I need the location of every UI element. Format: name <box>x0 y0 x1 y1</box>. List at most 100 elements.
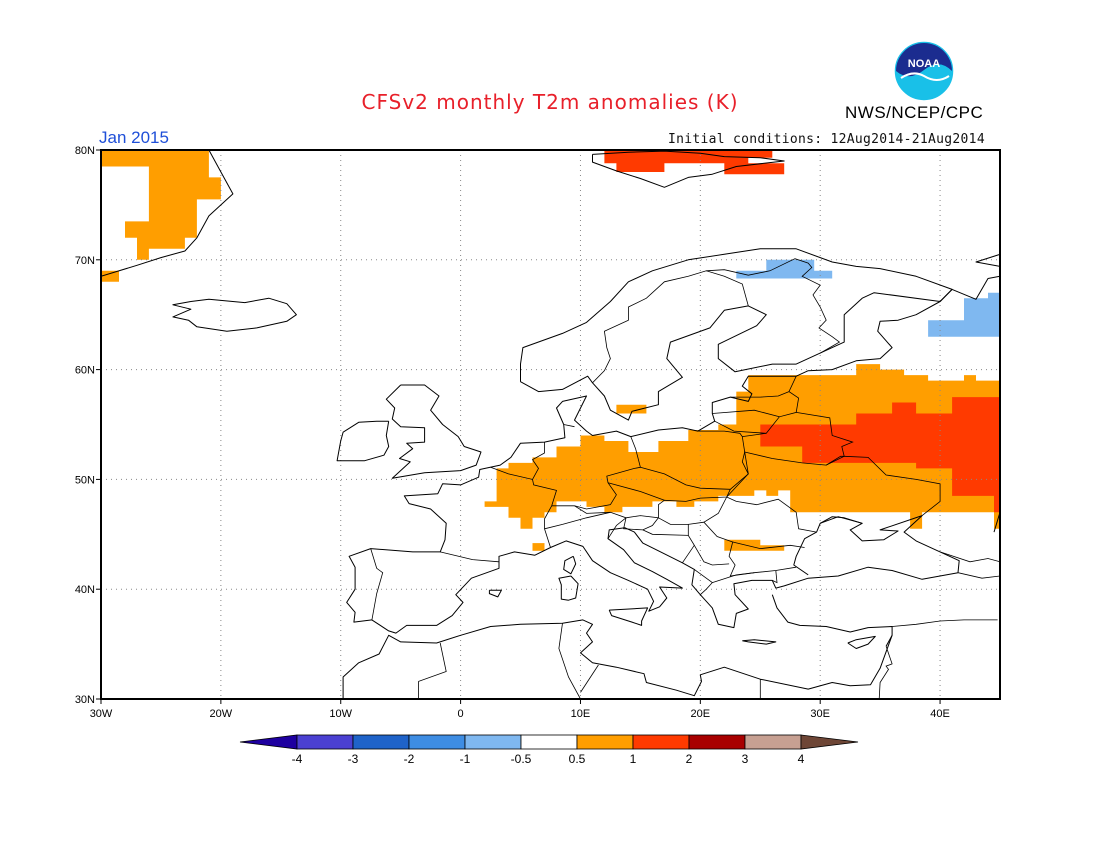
lon-tick-label: 0 <box>458 708 464 720</box>
colorbar-box <box>688 734 746 750</box>
anomaly-region-svalbard <box>604 150 785 175</box>
coastline-black-sea-north <box>819 516 863 524</box>
colorbar-label: -3 <box>348 752 359 766</box>
country-border <box>563 424 575 428</box>
country-border <box>706 258 841 354</box>
country-border <box>772 570 778 584</box>
country-border <box>939 551 1000 563</box>
lon-tick-label: 10W <box>329 708 352 720</box>
colorbar-box <box>352 734 410 750</box>
coastline-corsica <box>563 555 577 575</box>
colorbar-arrow-high <box>800 734 859 750</box>
country-border <box>957 572 1000 579</box>
anomaly-region-lapland-negative <box>736 259 833 279</box>
country-border <box>664 489 731 502</box>
colorbar-label: -4 <box>292 752 303 766</box>
noaa-logo-text: NOAA <box>908 58 940 70</box>
colorbar-box <box>296 734 354 750</box>
target-month-label: Jan 2015 <box>99 128 169 147</box>
lon-tick-label: 30E <box>810 708 830 720</box>
anomaly-region-central-europe-east <box>484 364 1000 529</box>
anomaly-region-greenland-east <box>101 150 221 260</box>
lon-tick-label: 10E <box>571 708 591 720</box>
country-border <box>580 664 599 693</box>
longitude-ticks: 30W 20W 10W 0 10E 20E 30E 40E <box>90 699 950 720</box>
colorbar-label: 2 <box>686 752 693 766</box>
coastline-crete <box>742 639 777 645</box>
country-border <box>730 391 790 398</box>
country-border <box>418 642 447 699</box>
colorbar-box <box>408 734 466 750</box>
country-border <box>658 496 817 533</box>
country-border <box>712 409 780 418</box>
country-border <box>703 521 797 577</box>
coastline-iceland <box>172 297 297 332</box>
lon-tick-label: 20E <box>691 708 711 720</box>
country-border <box>732 541 805 550</box>
coastline-cyprus <box>847 635 876 649</box>
colorbar-label: 3 <box>742 752 749 766</box>
agency-label: NWS/NCEP/CPC <box>845 103 984 122</box>
chart-title: CFSv2 monthly T2m anomalies (K) <box>361 90 739 114</box>
anomaly-region-russia-north-negative <box>928 292 1000 337</box>
coastline-ireland <box>336 420 390 462</box>
noaa-logo: NOAA <box>893 40 955 102</box>
colorbar-box <box>744 734 802 750</box>
colorbar-box <box>520 734 578 750</box>
colorbar-label: -2 <box>404 752 415 766</box>
coastline-sardinia <box>558 575 579 601</box>
coastline-svalbard-coast <box>592 150 785 188</box>
country-border <box>878 646 893 699</box>
coastlines <box>101 150 1000 699</box>
country-border <box>714 420 767 434</box>
lat-tick-label: 80N <box>75 145 95 157</box>
map-frame <box>100 149 1001 700</box>
colorbar-label: 0.5 <box>569 752 586 766</box>
anomaly-region-greenland-south-tip <box>101 270 119 282</box>
country-border <box>693 545 730 566</box>
coastline-great-britain <box>385 384 482 479</box>
lat-tick-label: 30N <box>75 694 95 706</box>
colorbar-label: 1 <box>630 752 637 766</box>
colorbar: -4 -3 -2 -1 -0.5 0.5 1 2 3 4 <box>239 734 859 766</box>
country-border <box>892 619 998 627</box>
country-border <box>607 517 627 539</box>
lon-tick-label: 20W <box>210 708 233 720</box>
colorbar-box <box>576 734 634 750</box>
country-border <box>640 430 749 490</box>
country-border <box>592 270 749 384</box>
country-border <box>544 511 611 530</box>
colorbar-arrow-low <box>239 734 298 750</box>
coastline-novaya-zemlya <box>975 253 1000 267</box>
country-border <box>490 466 558 548</box>
country-border <box>370 548 384 620</box>
initial-conditions-label: Initial conditions: 12Aug2014-21Aug2014 <box>668 132 985 147</box>
colorbar-box <box>632 734 690 750</box>
country-border <box>796 412 854 466</box>
coastline-balearic <box>488 589 502 598</box>
lat-tick-label: 70N <box>75 255 95 267</box>
coastline-greenland-coast <box>101 150 234 277</box>
country-border <box>440 551 500 563</box>
coastline-scandinavia <box>520 248 953 421</box>
colorbar-box <box>464 734 522 750</box>
lon-tick-label: 40E <box>930 708 950 720</box>
country-border <box>712 572 755 583</box>
anomaly-region-baltic-spot <box>616 404 647 414</box>
lat-tick-label: 50N <box>75 474 95 486</box>
coastline-mainland-europe <box>346 275 1000 634</box>
country-border <box>531 442 545 480</box>
country-border <box>558 623 581 699</box>
coastline-north-africa <box>342 619 893 699</box>
country-border <box>574 482 666 519</box>
country-borders <box>370 258 1000 699</box>
colorbar-label: 4 <box>798 752 805 766</box>
coastline-anatolia-south <box>771 594 893 647</box>
lat-tick-label: 40N <box>75 584 95 596</box>
anomaly-region-danube-spot <box>724 539 785 551</box>
latitude-ticks: 30N 40N 50N 60N 70N 80N <box>75 145 101 706</box>
anomaly-region-alps-spot <box>532 543 545 551</box>
colorbar-label: -0.5 <box>511 752 532 766</box>
lon-tick-label: 30W <box>90 708 113 720</box>
